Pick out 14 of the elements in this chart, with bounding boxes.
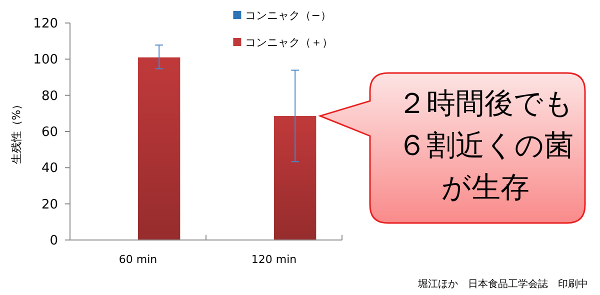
- x-tick-label: 120 min: [251, 253, 297, 266]
- y-axis-title: 生残性（%）: [10, 98, 23, 164]
- y-tick-label: 100: [33, 52, 58, 68]
- y-tick-label: 60: [41, 125, 58, 140]
- x-tick-label: 60 min: [118, 253, 158, 266]
- legend-label: コンニャク（−）: [245, 8, 332, 22]
- legend-label: コンニャク（＋）: [245, 36, 334, 49]
- y-tick-label: 0: [50, 234, 58, 249]
- y-tick-label: 40: [41, 161, 58, 176]
- text: 堀江ほか 日本食品工学会誌 印刷中: [417, 278, 588, 290]
- y-tick-label: 120: [33, 16, 58, 32]
- y-tick-label: 80: [41, 88, 58, 104]
- y-tick-label: 20: [41, 197, 58, 212]
- text: ２時間後でも６割近くの菌が生存: [398, 86, 574, 204]
